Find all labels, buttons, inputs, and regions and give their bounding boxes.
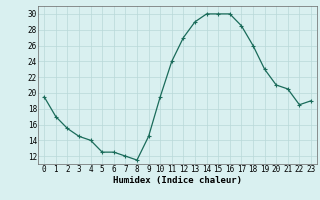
X-axis label: Humidex (Indice chaleur): Humidex (Indice chaleur) xyxy=(113,176,242,185)
